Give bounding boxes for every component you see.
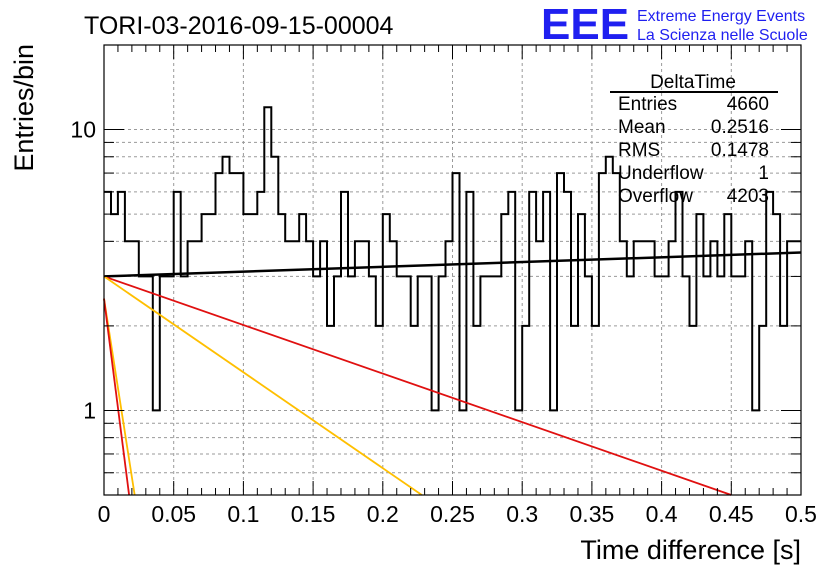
- x-tick-label: 0.45: [709, 501, 754, 527]
- stats-title: DeltaTime: [650, 72, 736, 93]
- x-tick-label: 0.1: [227, 501, 259, 527]
- stats-label-overflow: Overflow: [618, 186, 693, 207]
- x-tick-label: 0.05: [151, 501, 196, 527]
- y-tick-label: 10: [70, 117, 96, 143]
- stats-box: DeltaTime Entries 4660 Mean 0.2516 RMS 0…: [610, 72, 778, 207]
- stats-value-overflow: 4203: [727, 186, 769, 207]
- y-axis-title: Entries/bin: [9, 44, 39, 172]
- eee-logo-line2: La Scienza nelle Scuole: [637, 27, 808, 44]
- x-tick-labels: 0 0.05 0.1 0.15 0.2 0.25 0.3 0.35 0.4 0.45 0.5: [98, 501, 817, 527]
- stats-label-entries: Entries: [618, 94, 677, 115]
- x-axis-title: Time difference [s]: [580, 535, 801, 565]
- eee-logo-mark: EEE: [541, 0, 629, 49]
- eee-logo: EEE Extreme Energy Events La Scienza nel…: [541, 0, 808, 49]
- stats-value-rms: 0.1478: [711, 140, 769, 161]
- eee-logo-line1: Extreme Energy Events: [637, 8, 805, 25]
- run-title: TORI-03-2016-09-15-00004: [84, 12, 394, 40]
- y-tick-labels: 1 10: [70, 117, 96, 424]
- fit-curve: [103, 298, 136, 496]
- stats-value-mean: 0.2516: [711, 117, 769, 138]
- x-tick-label: 0.2: [367, 501, 399, 527]
- histogram-series: [104, 106, 801, 412]
- x-tick-label: 0.15: [291, 501, 336, 527]
- x-tick-label: 0.5: [785, 501, 817, 527]
- x-tick-label: 0.3: [506, 501, 538, 527]
- fit-curve: [103, 275, 423, 496]
- stats-label-mean: Mean: [618, 117, 666, 138]
- histogram-step-line: [104, 106, 801, 412]
- stats-value-underflow: 1: [758, 163, 769, 184]
- grid-lines: [104, 45, 801, 495]
- fit-curve: [103, 251, 802, 278]
- y-tick-label: 1: [83, 397, 96, 423]
- stats-label-underflow: Underflow: [618, 163, 704, 184]
- fit-curve: [103, 298, 130, 496]
- axes: [103, 44, 802, 496]
- stats-label-rms: RMS: [618, 140, 660, 161]
- x-tick-label: 0.4: [646, 501, 678, 527]
- stats-value-entries: 4660: [727, 94, 769, 115]
- fit-curve: [103, 275, 732, 496]
- x-tick-label: 0.25: [430, 501, 475, 527]
- x-tick-label: 0.35: [570, 501, 615, 527]
- x-tick-label: 0: [98, 501, 111, 527]
- fit-curves: [103, 251, 802, 496]
